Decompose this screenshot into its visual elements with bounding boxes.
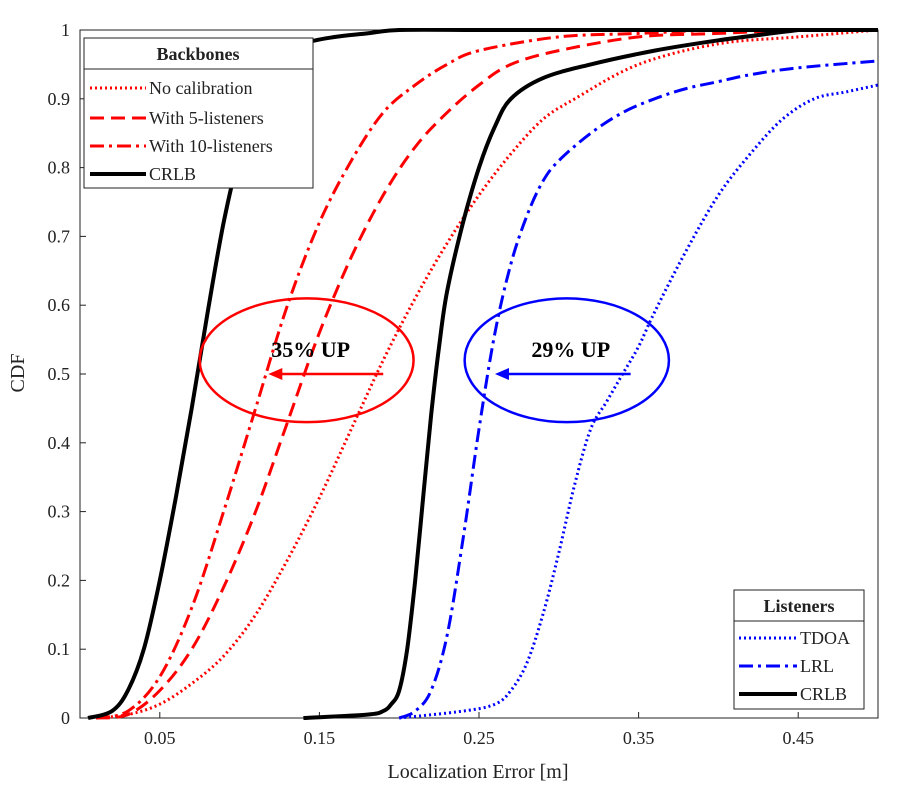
legend-label-no-calibration: No calibration — [149, 78, 252, 98]
y-tick-label-0-7: 0.7 — [48, 226, 71, 246]
annotation-arrowhead-35-up — [268, 368, 283, 380]
series-line-listeners-crlb — [303, 28, 799, 720]
y-tick-label-0-1: 0.1 — [48, 639, 71, 659]
x-tick-label-0-05: 0.05 — [144, 728, 176, 748]
annotations: 35% UP 29% UP — [198, 297, 671, 424]
backbones-legend: Backbones No calibration With 5-listener… — [83, 37, 314, 189]
x-tick-labels: 0.05 0.15 0.25 0.35 0.45 — [144, 728, 814, 748]
legend-label-lrl: LRL — [800, 656, 834, 676]
annotation-text-29-up: 29% UP — [531, 337, 610, 362]
x-tick-label-0-45: 0.45 — [782, 728, 814, 748]
x-tick-label-0-25: 0.25 — [463, 728, 495, 748]
y-tick-label-0-4: 0.4 — [48, 433, 71, 453]
listeners-legend-title: Listeners — [764, 596, 835, 616]
legend-label-with-10-listeners: With 10-listeners — [149, 136, 273, 156]
y-tick-label-0-6: 0.6 — [48, 295, 71, 315]
x-tick-label-0-35: 0.35 — [623, 728, 655, 748]
series-line-backbones-with-5-listeners — [95, 28, 878, 720]
y-tick-label-1: 1 — [61, 20, 70, 40]
annotation-ellipse-29-up — [463, 297, 671, 424]
series-line-backbones-with-10-listeners — [95, 28, 878, 720]
y-tick-label-0-3: 0.3 — [48, 502, 71, 522]
y-tick-label-0-8: 0.8 — [48, 158, 71, 178]
legend-label-listeners-crlb: CRLB — [800, 684, 847, 704]
annotation-ellipse-35-up — [198, 297, 415, 424]
listeners-legend: Listeners TDOA LRL CRLB — [733, 589, 865, 710]
y-tick-label-0: 0 — [61, 708, 70, 728]
legend-label-with-5-listeners: With 5-listeners — [149, 108, 264, 128]
y-axis-label: CDF — [7, 354, 29, 393]
annotation-arrowhead-29-up — [494, 368, 509, 380]
annotation-text-35-up: 35% UP — [271, 337, 350, 362]
y-tick-label-0-2: 0.2 — [48, 570, 71, 590]
series-line-backbones-no-calibration — [95, 28, 878, 720]
y-tick-label-0-9: 0.9 — [48, 89, 71, 109]
x-axis-label: Localization Error [m] — [387, 761, 568, 783]
x-tick-label-0-15: 0.15 — [304, 728, 336, 748]
y-tick-labels: 0 0.1 0.2 0.3 0.4 0.5 0.6 0.7 0.8 0.9 1 — [48, 20, 71, 728]
y-tick-label-0-5: 0.5 — [48, 364, 71, 384]
legend-label-tdoa: TDOA — [800, 628, 850, 648]
backbones-legend-title: Backbones — [156, 44, 239, 64]
legend-label-backbones-crlb: CRLB — [149, 164, 196, 184]
